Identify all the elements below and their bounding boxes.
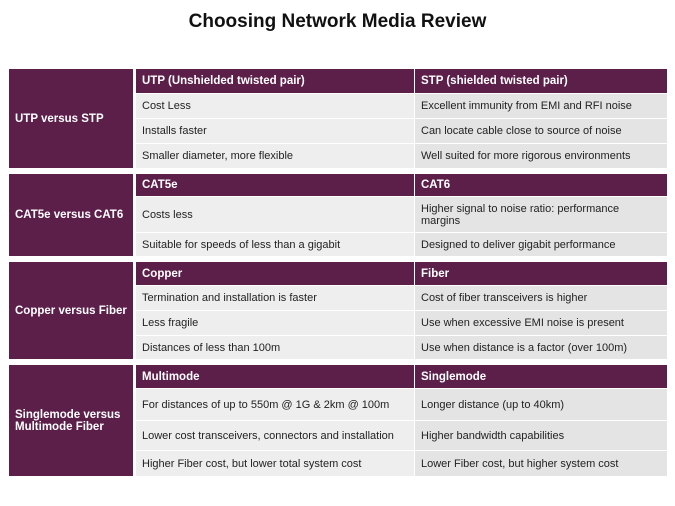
table-cell: Distances of less than 100m xyxy=(134,335,415,360)
column-header: Copper xyxy=(134,261,415,286)
section-group-label: Copper versus Fiber xyxy=(8,261,136,360)
table-row: Less fragile Use when excessive EMI nois… xyxy=(9,310,668,336)
comparison-table: UTP versus STP UTP (Unshielded twisted p… xyxy=(8,68,668,477)
table-cell: Lower Fiber cost, but higher system cost xyxy=(414,450,668,477)
section-header-row: UTP versus STP UTP (Unshielded twisted p… xyxy=(8,68,668,169)
table-cell: Installs faster xyxy=(134,118,415,144)
column-header: Multimode xyxy=(134,364,415,389)
table-cell: Costs less xyxy=(134,196,415,233)
table-cell: Longer distance (up to 40km) xyxy=(414,388,668,421)
table-row: Suitable for speeds of less than a gigab… xyxy=(9,232,668,257)
table-cell: Use when excessive EMI noise is present xyxy=(414,310,668,336)
table-cell: Cost of fiber transceivers is higher xyxy=(414,285,668,311)
table-row: Costs less Higher signal to noise ratio:… xyxy=(9,196,668,233)
table-cell: Termination and installation is faster xyxy=(134,285,415,311)
table-row: Lower cost transceivers, connectors and … xyxy=(9,420,668,451)
table-cell: Lower cost transceivers, connectors and … xyxy=(134,420,415,451)
table-cell: Higher Fiber cost, but lower total syste… xyxy=(134,450,415,477)
table-cell: For distances of up to 550m @ 1G & 2km @… xyxy=(134,388,415,421)
column-header: CAT6 xyxy=(414,173,668,197)
column-header: STP (shielded twisted pair) xyxy=(414,68,668,94)
table-cell: Cost Less xyxy=(134,93,415,119)
section-header-row: Copper versus Fiber Copper Fiber xyxy=(8,261,668,360)
table-row: Termination and installation is faster C… xyxy=(9,285,668,311)
table-cell: Suitable for speeds of less than a gigab… xyxy=(134,232,415,257)
table-row: Higher Fiber cost, but lower total syste… xyxy=(9,450,668,477)
table-cell: Well suited for more rigorous environmen… xyxy=(414,143,668,169)
column-header: Fiber xyxy=(414,261,668,286)
table-row: Distances of less than 100m Use when dis… xyxy=(9,335,668,360)
table-cell: Smaller diameter, more flexible xyxy=(134,143,415,169)
table-cell: Can locate cable close to source of nois… xyxy=(414,118,668,144)
column-header: UTP (Unshielded twisted pair) xyxy=(134,68,415,94)
column-header: Singlemode xyxy=(414,364,668,389)
table-cell: Higher signal to noise ratio: performanc… xyxy=(414,196,668,233)
table-cell: Excellent immunity from EMI and RFI nois… xyxy=(414,93,668,119)
section-group-label: UTP versus STP xyxy=(8,68,136,169)
page-title: Choosing Network Media Review xyxy=(188,11,487,32)
section-group-label: CAT5e versus CAT6 xyxy=(8,173,136,257)
table-cell: Higher bandwidth capabilities xyxy=(414,420,668,451)
table-cell: Designed to deliver gigabit performance xyxy=(414,232,668,257)
table-row: Smaller diameter, more flexible Well sui… xyxy=(9,143,668,169)
column-header: CAT5e xyxy=(134,173,415,197)
table-cell: Less fragile xyxy=(134,310,415,336)
table-row: Cost Less Excellent immunity from EMI an… xyxy=(9,93,668,119)
table-cell: Use when distance is a factor (over 100m… xyxy=(414,335,668,360)
section-header-row: CAT5e versus CAT6 CAT5e CAT6 xyxy=(8,173,668,257)
section-header-row: Singlemode versus Multimode Fiber Multim… xyxy=(8,364,668,477)
table-row: For distances of up to 550m @ 1G & 2km @… xyxy=(9,388,668,421)
section-group-label: Singlemode versus Multimode Fiber xyxy=(8,364,136,477)
